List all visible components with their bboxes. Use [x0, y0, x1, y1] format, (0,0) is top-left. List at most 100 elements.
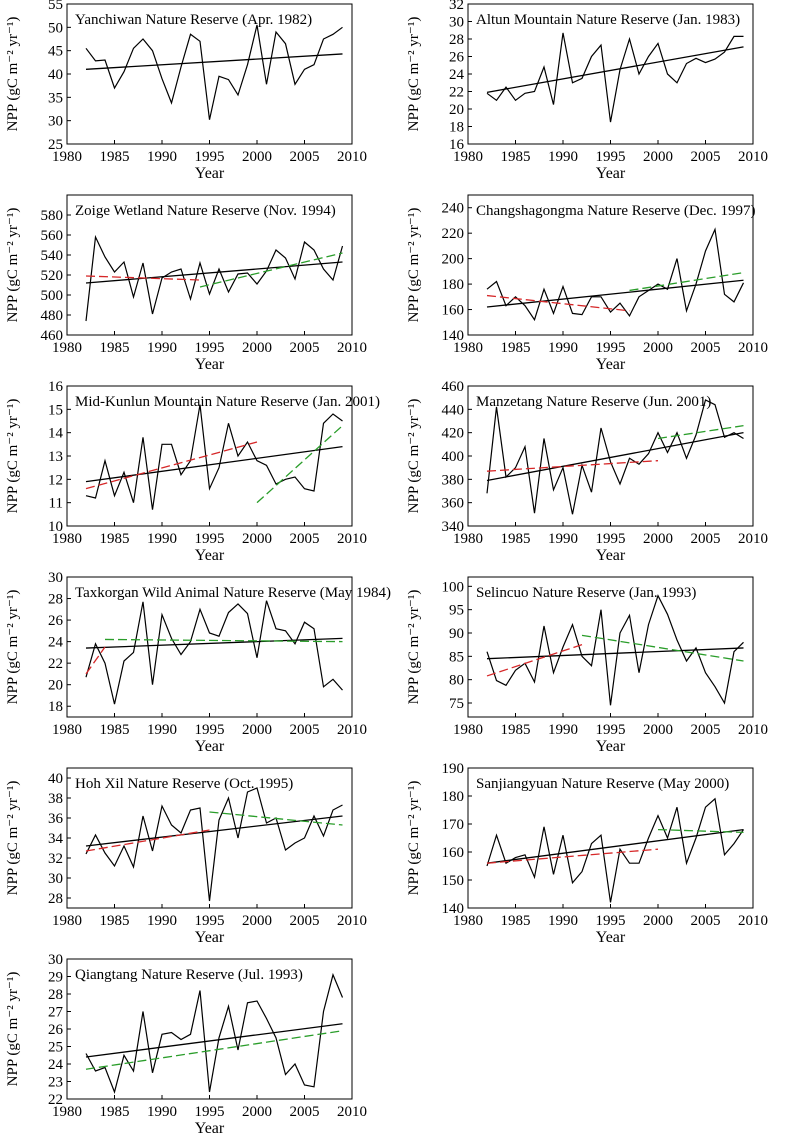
x-tick-label: 2000 [242, 149, 272, 165]
x-tick-label: 2000 [242, 722, 272, 738]
y-tick-label: 80 [449, 673, 464, 689]
x-tick-label: 1980 [453, 531, 483, 547]
y-tick-label: 500 [41, 288, 64, 304]
x-tick-label: 1990 [147, 1104, 177, 1120]
pre-trend-line [85, 275, 201, 281]
x-tick-label: 2010 [337, 531, 367, 547]
chart-panel: 1980 1985 1990 1995 2000 2005 2010 28 30 32 34 36 38… [5, 767, 367, 946]
y-axis-label: NPP (gC m⁻² yr⁻¹) [406, 17, 422, 132]
y-tick-label: 13 [48, 449, 63, 465]
y-axis-label: NPP (gC m⁻² yr⁻¹) [5, 208, 21, 323]
x-tick-label: 1985 [501, 913, 531, 929]
y-tick-label: 22 [48, 656, 63, 672]
x-tick-label: 1990 [548, 531, 578, 547]
chart-panel: 1980 1985 1990 1995 2000 2005 2010 75 80 85 90 95 10… [406, 576, 768, 755]
pre-trend-line [486, 294, 630, 312]
npp-series-line [486, 594, 744, 706]
y-axis-label: NPP (gC m⁻² yr⁻¹) [5, 399, 21, 514]
y-tick-label: 180 [442, 789, 465, 805]
x-tick-label: 1995 [596, 722, 626, 738]
y-tick-label: 26 [48, 613, 64, 629]
y-tick-label: 220 [442, 226, 465, 242]
x-tick-label: 1990 [548, 913, 578, 929]
x-tick-label: 2010 [738, 531, 768, 547]
y-tick-label: 420 [442, 426, 465, 442]
x-tick-label: 1985 [100, 913, 130, 929]
y-tick-label: 360 [442, 496, 465, 512]
x-tick-label: 2005 [691, 722, 721, 738]
y-tick-label: 380 [442, 472, 465, 488]
y-tick-label: 24 [48, 1057, 64, 1073]
x-tick-label: 1990 [548, 722, 578, 738]
y-tick-label: 30 [48, 114, 63, 130]
y-tick-label: 160 [442, 303, 465, 319]
post-trend-line [657, 425, 744, 440]
x-tick-label: 2000 [643, 722, 673, 738]
y-tick-label: 12 [48, 472, 63, 488]
x-tick-label: 1990 [147, 531, 177, 547]
x-tick-label: 1990 [147, 722, 177, 738]
x-tick-label: 1995 [195, 531, 225, 547]
y-axis-label: NPP (gC m⁻² yr⁻¹) [406, 208, 422, 323]
chart-panel: 1980 1985 1990 1995 2000 2005 2010 140 150 160 170… [406, 761, 768, 946]
y-tick-label: 18 [48, 699, 63, 715]
y-axis-label: NPP (gC m⁻² yr⁻¹) [406, 781, 422, 896]
npp-series-line [85, 404, 343, 510]
y-tick-label: 24 [449, 67, 465, 83]
x-tick-label: 2010 [337, 722, 367, 738]
y-tick-label: 440 [442, 402, 465, 418]
overall-trend-line [486, 46, 744, 94]
y-axis-label: NPP (gC m⁻² yr⁻¹) [5, 972, 21, 1087]
x-tick-label: 1985 [100, 531, 130, 547]
pre-trend-line [486, 644, 583, 677]
y-tick-label: 520 [41, 268, 64, 284]
y-tick-label: 50 [48, 20, 63, 36]
y-tick-label: 45 [48, 44, 63, 60]
x-tick-label: 1990 [548, 340, 578, 356]
post-trend-line [104, 638, 343, 643]
npp-series-line [85, 24, 343, 120]
npp-series-line [85, 234, 344, 322]
x-tick-label: 2010 [337, 913, 367, 929]
x-tick-label: 2010 [337, 149, 367, 165]
x-tick-label: 2000 [242, 531, 272, 547]
chart-panel: 1980 1985 1990 1995 2000 2005 2010101112131415… [5, 379, 380, 564]
x-tick-label: 1985 [100, 149, 130, 165]
overall-trend-line [85, 446, 343, 483]
overall-trend-line [85, 1023, 343, 1058]
post-trend-line [85, 1030, 343, 1070]
post-trend-line [209, 811, 343, 826]
x-tick-label: 2005 [290, 531, 320, 547]
chart-title: Sanjiangyuan Nature Reserve (May 2000) [476, 776, 729, 792]
x-tick-label: 2000 [643, 913, 673, 929]
post-trend-line [199, 252, 343, 288]
y-tick-label: 18 [449, 120, 464, 136]
chart-panel: 1980 1985 1990 1995 2000 2005 2010 25 30 35 40 45 50… [5, 0, 367, 182]
pre-trend-line [85, 646, 106, 675]
y-axis-label: NPP (gC m⁻² yr⁻¹) [406, 590, 422, 705]
y-tick-label: 40 [48, 67, 63, 83]
y-axis-label: NPP (gC m⁻² yr⁻¹) [5, 781, 21, 896]
y-tick-label: 190 [442, 761, 465, 777]
x-tick-label: 1985 [100, 1104, 130, 1120]
y-tick-label: 38 [48, 791, 63, 807]
x-tick-label: 1985 [501, 722, 531, 738]
chart-title: Qiangtang Nature Reserve (Jul. 1993) [75, 967, 303, 983]
y-tick-label: 30 [48, 952, 63, 968]
chart-panel: 1980 1985 1990 1995 2000 2005 2010 340 360 380 400… [406, 379, 768, 564]
y-tick-label: 400 [442, 449, 465, 465]
chart-title: Manzetang Nature Reserve (Jun. 2001) [476, 394, 711, 410]
x-axis-label: Year [195, 929, 225, 946]
x-axis-label: Year [195, 165, 225, 182]
x-tick-label: 2010 [738, 722, 768, 738]
x-axis-label: Year [596, 165, 626, 182]
x-tick-label: 2005 [691, 149, 721, 165]
x-tick-label: 2005 [691, 340, 721, 356]
y-tick-label: 100 [442, 579, 465, 595]
x-tick-label: 2010 [738, 913, 768, 929]
x-tick-label: 2005 [691, 531, 721, 547]
x-tick-label: 1980 [52, 1104, 82, 1120]
npp-series-line [486, 797, 744, 903]
x-tick-label: 1980 [453, 913, 483, 929]
